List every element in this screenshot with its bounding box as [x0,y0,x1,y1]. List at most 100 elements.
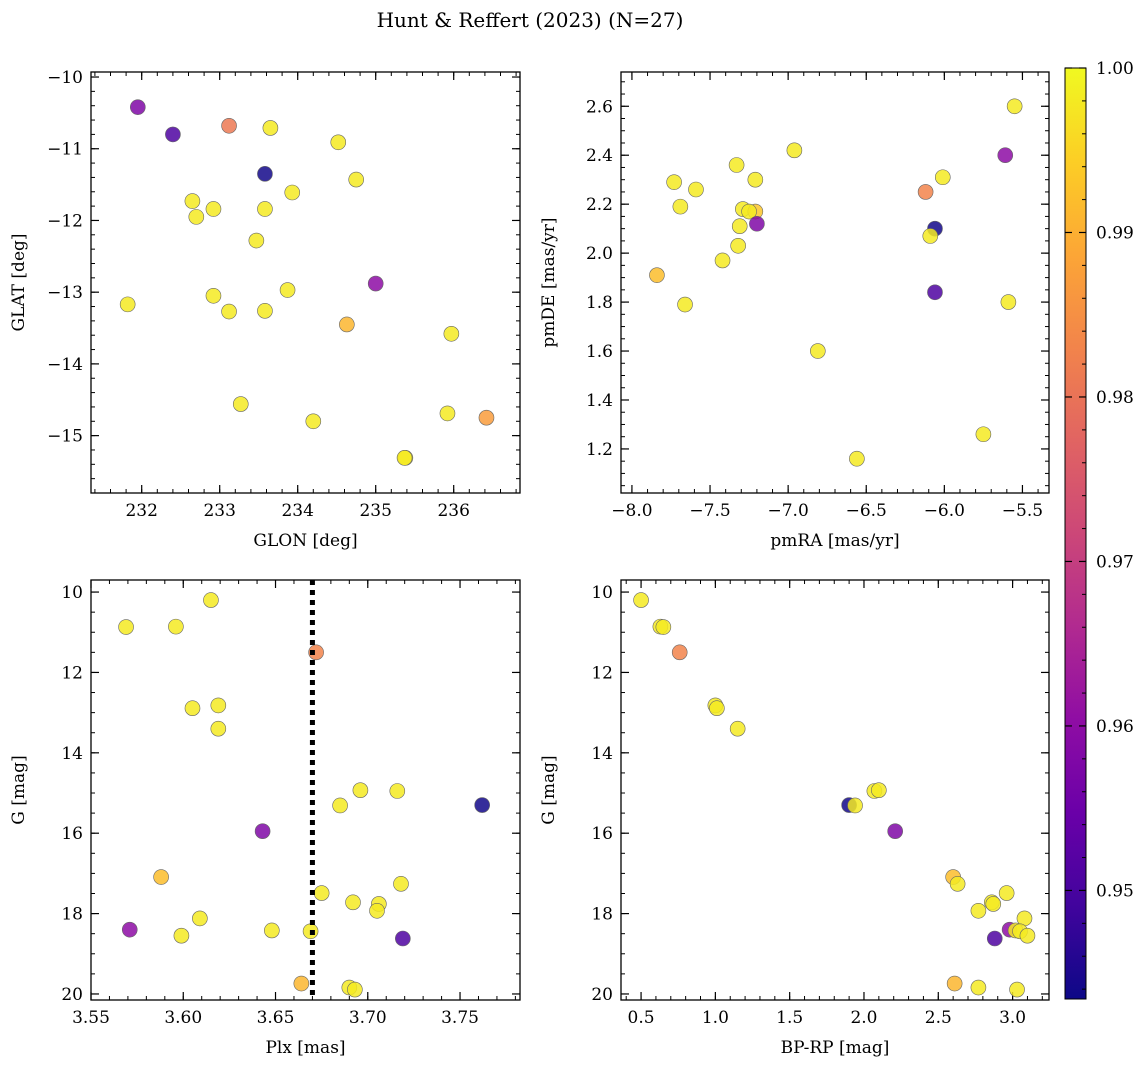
scatter-point [308,644,324,661]
scatter-point [184,193,201,209]
y-axis-label: GLAT [deg] [9,233,29,331]
x-tick-label: −6.5 [846,501,887,521]
scatter-point [393,876,409,892]
scatter-point [130,99,146,115]
y-axis-label: G [mag] [9,755,29,824]
scatter-point [443,325,460,342]
scatter-point [729,720,746,737]
scatter-point [313,885,330,901]
scatter-point [188,209,205,225]
x-axis-label: pmRA [mas/yr] [770,531,899,551]
y-tick-label: 1.2 [586,440,613,460]
x-tick-label: 3.0 [999,1008,1026,1028]
panel-1: 232 233 234 235 236 −10 −11 −12 −13 −14 −15 GLON [d… [9,68,521,551]
x-tick-label: 232 [125,501,157,521]
figure-title: Hunt & Reffert (2023) (N=27) [377,8,684,32]
y-tick-label: 10 [591,583,613,603]
axes-frame [620,579,1050,1001]
colorbar-tick-label: 0.95 [1096,881,1134,901]
scatter-point [254,823,271,839]
y-tick-label: 2.4 [586,146,613,166]
scatter-point [649,267,665,283]
scatter-point [709,700,725,717]
scatter-point [786,142,803,159]
scatter-point [666,174,682,190]
minor-ticks [621,580,1049,1000]
scatter-point [396,450,413,466]
x-tick-label: 3.55 [72,1008,110,1028]
major-ticks [621,72,1049,493]
y-tick-label: 14 [591,744,613,764]
scatter-point [970,902,987,919]
x-tick-label: 3.75 [441,1008,479,1028]
panel-3: 3.55 3.60 3.65 3.70 3.75 10 12 14 16 18 20 Plx [mas… [9,579,521,1058]
scatter-point [262,120,279,136]
scatter-point [279,282,296,298]
scatter-point [655,619,672,635]
scatter-point [347,981,363,998]
y-axis-label: pmDE [mas/yr] [539,217,559,347]
scatter-point [221,303,237,320]
y-axis-label: G [mag] [539,755,559,824]
scatter-point [741,203,757,220]
x-tick-label: −8.0 [611,501,652,521]
scatter-point [985,896,1002,912]
scatter-point [810,343,826,359]
scatter-point [345,894,361,911]
y-tick-label: 16 [591,824,613,844]
y-tick-label: 16 [61,824,83,844]
scatter-point [192,910,208,927]
scatter-point [118,619,134,635]
scatter-point [946,975,963,992]
y-tick-label: 18 [591,905,613,925]
scatter-point [168,618,184,635]
scatter-point [747,171,764,188]
scatter-point [257,303,273,319]
scatter-point [348,171,365,188]
x-tick-label: −7.0 [767,501,808,521]
colorbar-tick-label: 0.98 [1096,388,1134,408]
scatter-point [121,921,138,938]
scatter-point [367,275,384,292]
scatter-point [119,296,136,313]
y-tick-label: 10 [61,583,83,603]
y-tick-label: 18 [61,905,83,925]
y-tick-label: −15 [47,427,83,447]
x-tick-label: 2.5 [925,1008,952,1028]
scatter-point [847,797,863,814]
x-tick-label: 3.65 [257,1008,295,1028]
scatter-point [221,117,237,134]
colorbar-tick-label: 0.96 [1096,717,1134,737]
scatter-point [339,316,355,333]
scatter-point [986,930,1003,947]
y-tick-label: 2.2 [586,195,613,215]
scatter-point [633,592,649,608]
axes-frame [90,579,521,1001]
x-tick-label: 3.60 [164,1008,202,1028]
scatter-point [998,885,1015,901]
scatter-point [871,782,887,799]
x-tick-label: −6.0 [924,501,965,521]
scatter-point [210,697,227,714]
scatter-point [257,201,273,217]
scatter-point [330,134,347,151]
y-tick-label: 2.6 [586,97,613,117]
minor-ticks [91,72,520,494]
colorbar-tick-label: 0.97 [1096,552,1134,572]
scatter-point [849,450,865,467]
scatter-point [205,287,222,304]
y-tick-label: 20 [591,985,613,1005]
scatter-point [749,215,765,232]
x-tick-label: 1.5 [776,1008,803,1028]
colorbar-tick-label: 1.00 [1096,59,1134,79]
x-axis-label: GLON [deg] [253,531,357,551]
scatter-point [395,930,411,947]
y-tick-label: 20 [61,985,83,1005]
scatter-point [305,413,322,430]
colorbar-tick-label: 0.99 [1096,223,1134,243]
scatter-point [975,426,992,443]
scatter-point [248,232,265,249]
x-tick-label: 233 [203,501,235,521]
scatter-point [173,927,190,944]
